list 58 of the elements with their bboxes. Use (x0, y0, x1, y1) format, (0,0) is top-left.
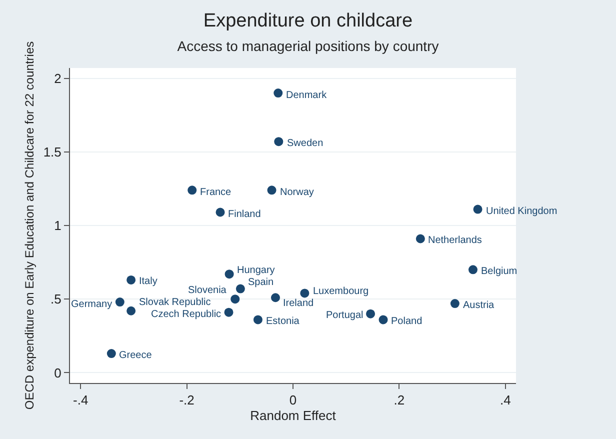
point (270, 293, 280, 302)
point (106, 349, 116, 358)
annotation: Austria (463, 300, 495, 311)
annotation: Ireland (283, 298, 314, 309)
point (253, 315, 262, 324)
point (416, 234, 425, 244)
point (126, 275, 136, 284)
point (450, 299, 460, 308)
point (230, 294, 240, 304)
point (267, 186, 276, 195)
point (115, 298, 124, 307)
annotation: Spain (248, 277, 274, 288)
chart-title: Expenditure on childcare (203, 10, 413, 32)
annotation: Hungary (237, 265, 275, 276)
y-tick-label: 1 (54, 218, 62, 234)
annotation: Sweden (287, 138, 324, 149)
point (274, 88, 283, 98)
annotation: Luxembourg (313, 286, 369, 297)
x-tick-label: .4 (500, 392, 511, 408)
annotation: Portugal (326, 310, 364, 321)
x-tick-label: 0 (289, 392, 297, 408)
chart-subtitle: Access to managerial positions by country (177, 38, 439, 54)
point (236, 284, 245, 294)
point (224, 308, 234, 317)
point (216, 208, 225, 217)
annotation: France (200, 187, 232, 198)
annotation: Netherlands (428, 235, 482, 246)
x-tick-label: .2 (394, 392, 405, 408)
annotation: Estonia (266, 316, 300, 327)
annotation: Norway (280, 187, 314, 198)
annotation: Greece (119, 350, 152, 361)
annotation: Slovak Republic (139, 297, 211, 308)
point (378, 315, 388, 324)
point (366, 309, 376, 318)
annotation: Finland (228, 209, 261, 220)
annotation: Czech Republic (151, 309, 222, 320)
point (468, 265, 478, 274)
point (224, 270, 234, 279)
annotation: Denmark (286, 90, 328, 101)
annotation: Belgium (481, 266, 518, 277)
x-axis-title: Random Effect (250, 408, 336, 424)
y-tick-label: .5 (50, 292, 62, 307)
annotation: United Kingdom (486, 206, 558, 217)
point (274, 137, 284, 146)
annotation: Poland (391, 316, 422, 327)
annotation: Italy (139, 276, 158, 287)
point (188, 186, 197, 195)
y-tick-label: 0 (54, 365, 62, 380)
x-tick-label: -.4 (73, 392, 88, 408)
y-tick-label: 2 (54, 70, 62, 86)
y-tick-label: 1.5 (43, 144, 62, 160)
y-axis-title: OECD expenditure on Early Education and Childcare for 22 countries (22, 41, 37, 410)
point (300, 288, 310, 298)
point (473, 204, 482, 214)
x-tick-label: -.2 (179, 392, 194, 408)
annotation: Slovenia (188, 285, 227, 296)
annotation: Germany (71, 299, 112, 310)
point (126, 306, 136, 316)
